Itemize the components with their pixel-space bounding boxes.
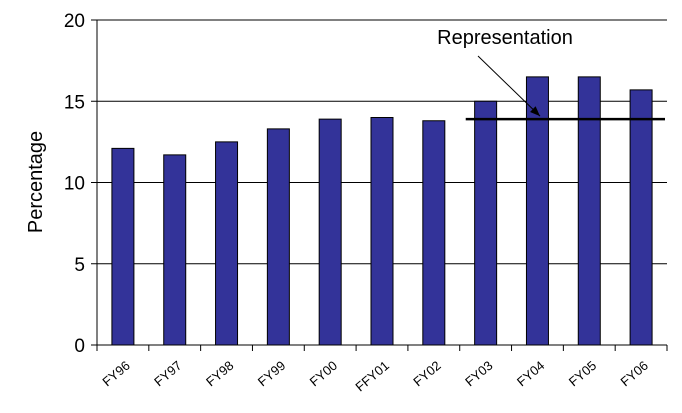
- x-tick-label-fy00: FY00: [307, 358, 340, 389]
- x-tick-label-fy03: FY03: [462, 358, 495, 389]
- bar-fy97: [163, 154, 187, 346]
- y-tick-label: 0: [74, 336, 85, 357]
- annotation-arrow: [477, 55, 541, 117]
- annotation-arrowhead: [530, 106, 540, 117]
- y-tick-label: 20: [64, 11, 85, 32]
- x-tick-label-fy98: FY98: [203, 358, 236, 389]
- bar-fy02: [422, 120, 446, 346]
- x-tick-label-fy04: FY04: [514, 358, 547, 389]
- bar-fy99: [266, 128, 290, 346]
- bar-fy04: [525, 76, 549, 346]
- x-tick-label-fy02: FY02: [410, 358, 443, 389]
- reference-line-group: Representation: [437, 27, 665, 121]
- x-tick-label-fy05: FY05: [566, 358, 599, 389]
- axes: [91, 19, 668, 351]
- bar-fy00: [318, 118, 342, 346]
- y-tick-label: 10: [64, 174, 85, 195]
- x-tick-labels: FY96 FY97 FY98 FY99 FY00 FFY01 FY02 FY03 FY04 FY0…: [99, 358, 651, 395]
- bar-ffy01: [370, 117, 394, 346]
- y-axis-title: Percentage: [25, 131, 47, 233]
- bar-fy96: [111, 147, 135, 346]
- y-tick-labels: 0 5 10 15 20: [64, 11, 85, 357]
- x-tick-label-fy97: FY97: [151, 358, 184, 389]
- bar-fy03: [474, 100, 498, 346]
- bar-fy98: [215, 141, 239, 346]
- bar-fy06: [629, 89, 653, 346]
- y-tick-label: 15: [64, 92, 85, 113]
- bar-fy05: [577, 76, 601, 346]
- x-tick-label-ffy01: FFY01: [352, 358, 392, 395]
- y-tick-label: 5: [74, 255, 85, 276]
- reference-line-label: Representation: [437, 27, 573, 49]
- x-tick-label-fy06: FY06: [618, 358, 651, 389]
- x-tick-label-fy96: FY96: [99, 358, 132, 389]
- x-tick-label-fy99: FY99: [255, 358, 288, 389]
- bars: [111, 76, 653, 346]
